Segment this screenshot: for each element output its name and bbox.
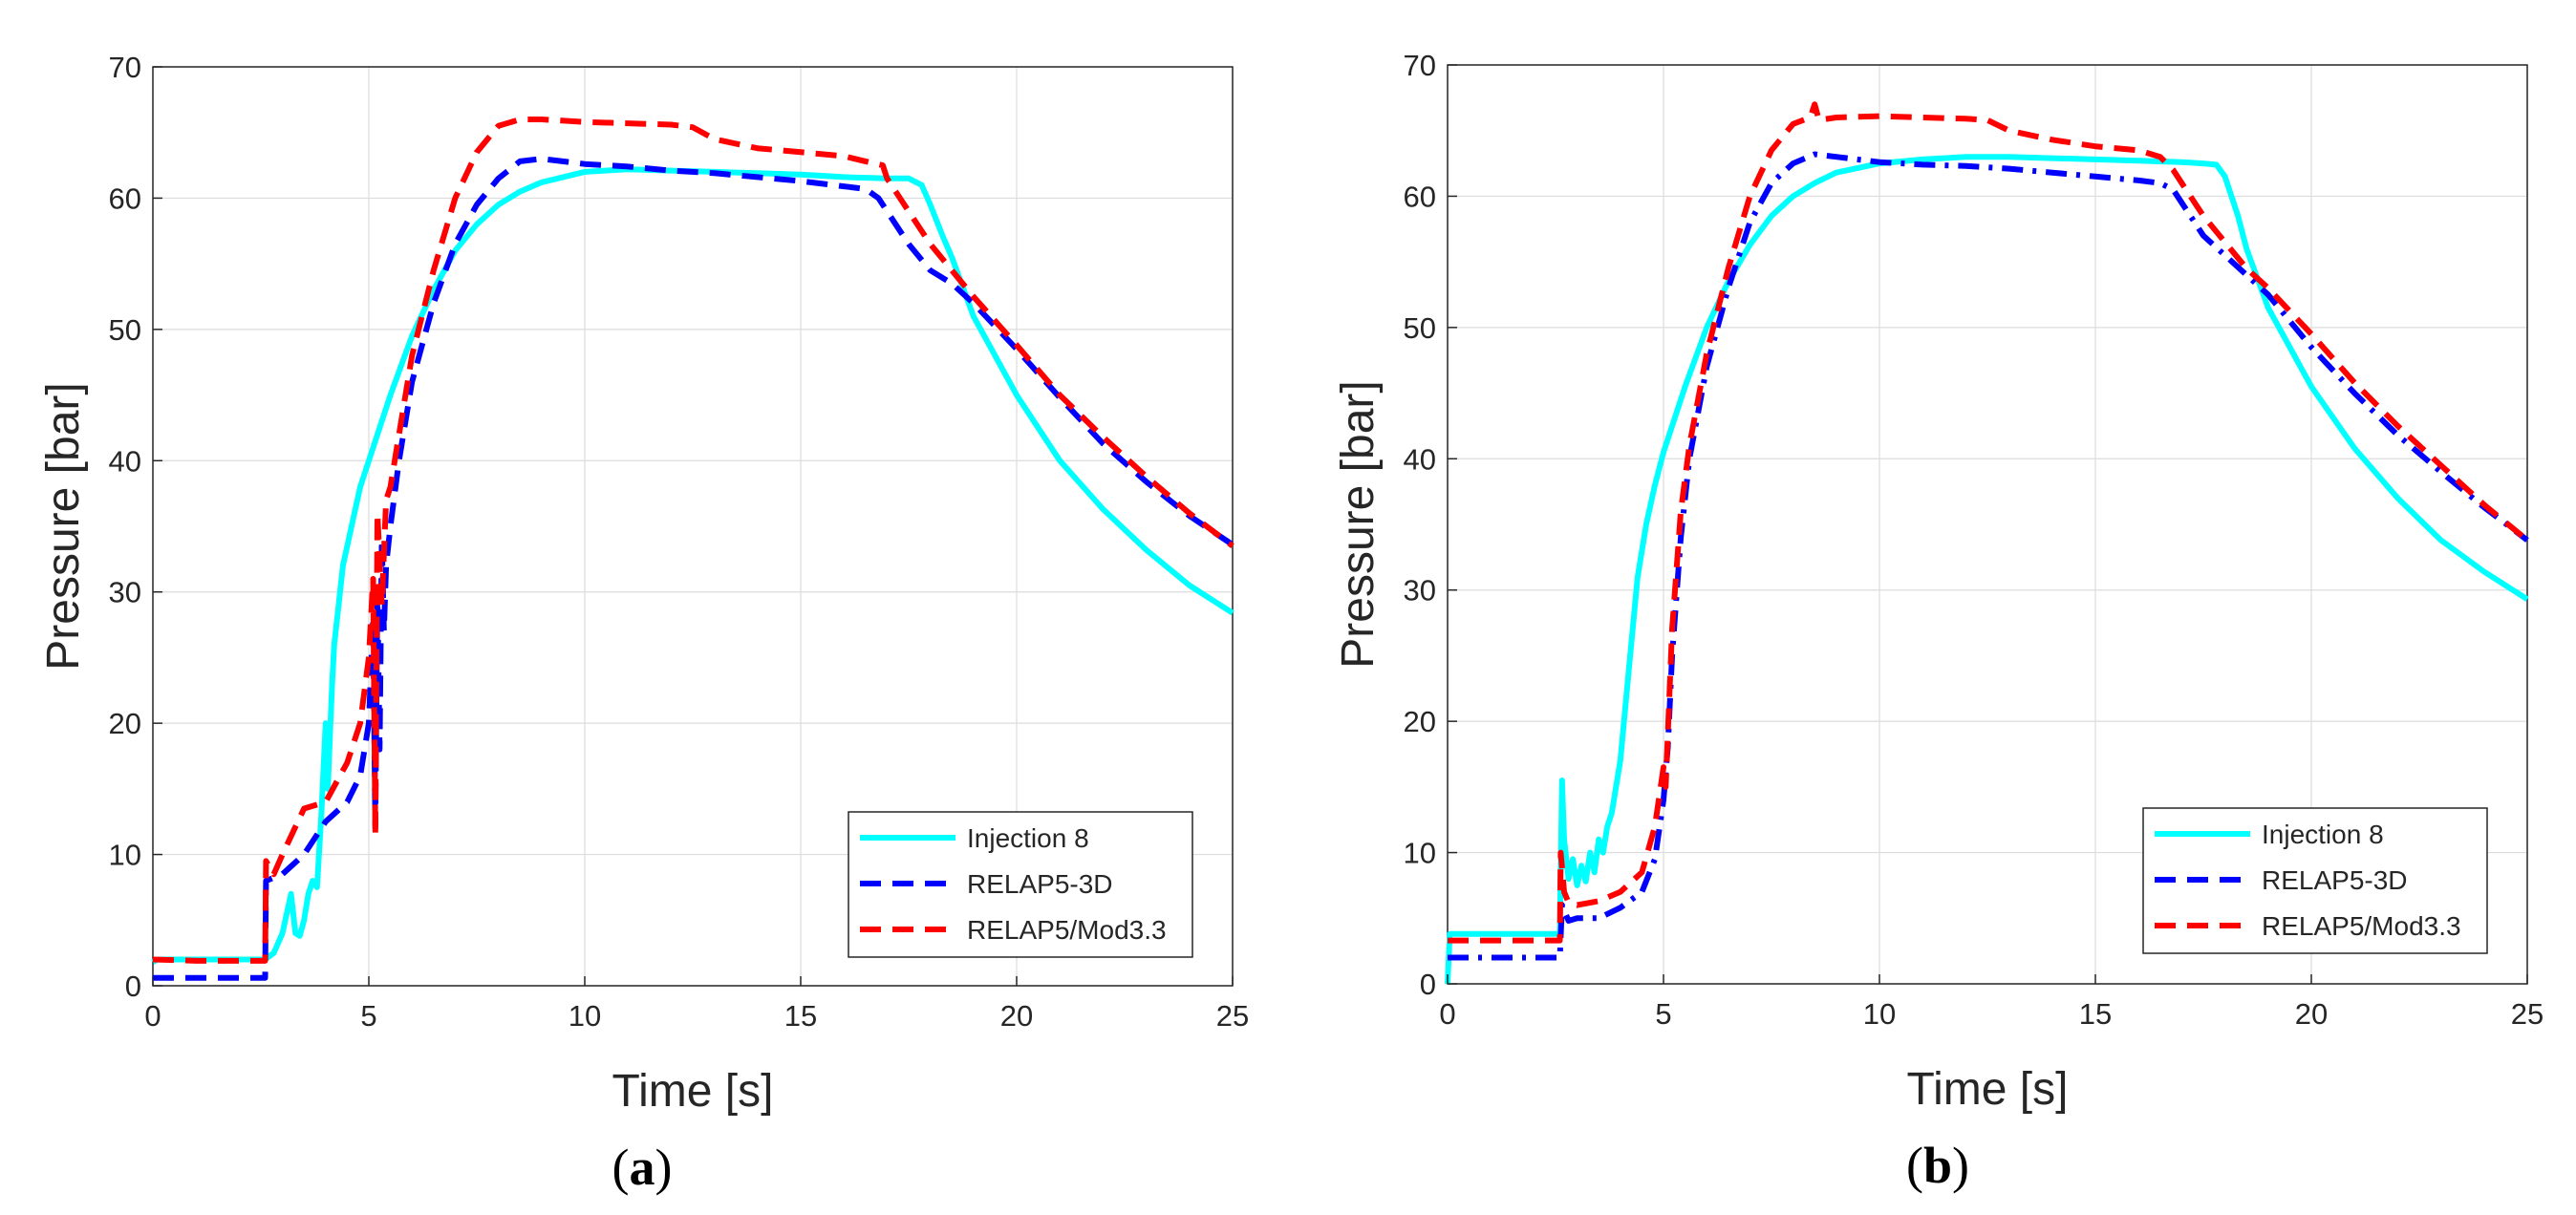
panel-b-y-tick-label: 30 <box>1404 574 1436 608</box>
panel-a: 0 5 10 15 20 25 0 10 20 30 40 50 60 70 Time [s] Pres… <box>38 51 1249 1196</box>
panel-b-x-tick-label: 5 <box>1655 997 1671 1031</box>
panel-a-y-tick-label: 70 <box>109 51 141 84</box>
panel-a-y-tick-label: 30 <box>109 576 141 609</box>
panel-a-y-tick-label: 20 <box>109 707 141 740</box>
panel-a-y-tick-label: 40 <box>109 444 141 478</box>
panel-b-y-tick-label: 60 <box>1404 180 1436 213</box>
panel-b-y-tick-label: 50 <box>1404 311 1436 345</box>
panel-b-legend-entry-relap5-mod33: RELAP5/Mod3.3 <box>2262 911 2461 941</box>
panel-b-plot-area <box>1447 64 2528 985</box>
panel-a-y-ticks: 0 10 20 30 40 50 60 70 <box>109 51 162 1003</box>
panel-a-x-tick-label: 10 <box>569 999 601 1033</box>
panel-a-y-tick-label: 0 <box>125 970 141 1003</box>
panel-b-y-tick-label: 70 <box>1404 49 1436 82</box>
panel-a-y-tick-label: 10 <box>109 839 141 872</box>
panel-a-caption-close: ) <box>655 1139 673 1196</box>
panel-b-y-axis-label: Pressure [bar] <box>1333 380 1384 668</box>
panel-b-y-tick-label: 20 <box>1404 705 1436 738</box>
panel-a-x-tick-label: 20 <box>1000 999 1033 1033</box>
panel-a-caption: (a) <box>612 1139 673 1196</box>
panel-a-legend-entry-relap5-mod33: RELAP5/Mod3.3 <box>967 915 1167 945</box>
panel-a-series-relap5-3d <box>153 156 1234 981</box>
panel-a-x-tick-label: 15 <box>784 999 817 1033</box>
panel-b-x-axis-label: Time [s] <box>1907 1064 2069 1115</box>
panel-b-y-ticks: 0 10 20 30 40 50 60 70 <box>1404 49 1457 1001</box>
panel-a-x-tick-label: 0 <box>144 999 161 1033</box>
panel-a-y-tick-label: 50 <box>109 313 141 347</box>
panel-a-y-tick-label: 60 <box>109 181 141 215</box>
panel-b-x-tick-label: 15 <box>2079 997 2112 1031</box>
panel-b-series <box>1445 101 2529 985</box>
panel-b-x-ticks: 0 5 10 15 20 25 <box>1439 974 2544 1031</box>
panel-b-y-tick-label: 40 <box>1404 442 1436 476</box>
panel-a-x-ticks: 0 5 10 15 20 25 <box>144 976 1249 1033</box>
panel-a-x-tick-label: 5 <box>360 999 376 1033</box>
panel-b-legend-entry-injection-8: Injection 8 <box>2262 820 2384 849</box>
panel-b-legend: Injection 8 RELAP5-3D RELAP5/Mod3.3 <box>2142 807 2488 954</box>
panel-a-x-axis-label: Time [s] <box>612 1066 774 1117</box>
panel-a-caption-open: ( <box>612 1139 630 1196</box>
panel-a-series-injection-8 <box>151 166 1234 965</box>
panel-a-legend: Injection 8 RELAP5-3D RELAP5/Mod3.3 <box>848 811 1193 958</box>
panel-b-y-tick-label: 0 <box>1420 968 1436 1001</box>
panel-b-y-tick-label: 10 <box>1404 837 1436 870</box>
panel-b-caption: (b) <box>1906 1137 1969 1194</box>
panel-a-x-tick-label: 25 <box>1216 999 1249 1033</box>
panel-b-x-tick-label: 10 <box>1863 997 1896 1031</box>
panel-b-series-relap5-mod33 <box>1448 101 2529 944</box>
panel-a-caption-letter: a <box>630 1139 655 1196</box>
panel-b-x-tick-label: 20 <box>2295 997 2328 1031</box>
panel-a-legend-entry-injection-8: Injection 8 <box>967 823 1089 853</box>
panel-a-series <box>151 117 1234 981</box>
panel-b-series-injection-8 <box>1445 154 2529 985</box>
panel-b-caption-letter: b <box>1923 1137 1952 1194</box>
panel-b-caption-close: ) <box>1952 1137 1969 1194</box>
panel-b-caption-open: ( <box>1906 1137 1923 1194</box>
panel-b-legend-entry-relap5-3d: RELAP5-3D <box>2262 865 2408 895</box>
panel-a-legend-entry-relap5-3d: RELAP5-3D <box>967 869 1113 899</box>
panel-b-x-tick-label: 0 <box>1439 997 1455 1031</box>
panel-b: 0 5 10 15 20 25 0 10 20 30 40 50 60 70 Time [s] Pres… <box>1333 49 2544 1194</box>
panel-b-series-relap5-3d <box>1448 151 2529 961</box>
panel-a-plot-area <box>152 66 1234 987</box>
panel-a-y-axis-label: Pressure [bar] <box>38 382 89 670</box>
panel-a-series-relap5-mod33 <box>152 117 1234 964</box>
panel-b-x-tick-label: 25 <box>2511 997 2544 1031</box>
